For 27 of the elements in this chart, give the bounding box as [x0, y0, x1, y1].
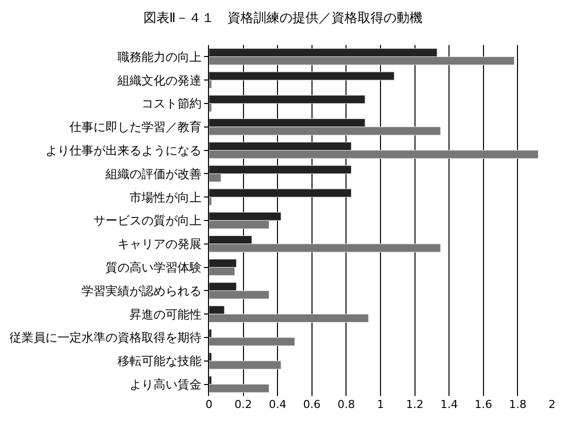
- y-tick-label: 昇進の可能性: [130, 307, 202, 322]
- y-tick-label: より仕事が出来るようになる: [46, 144, 202, 158]
- x-tick-label: 0.2: [234, 398, 252, 411]
- y-tick-label: 組織の評価が改善: [104, 166, 202, 181]
- x-tick-label: 1: [377, 398, 384, 411]
- x-tick-label: 0: [206, 398, 212, 411]
- y-tick-label: コスト節約: [142, 96, 202, 111]
- y-tick-label: キャリアの発展: [118, 237, 202, 252]
- x-tick-label: 0.6: [303, 398, 321, 411]
- x-tick-label: 0.4: [268, 398, 286, 411]
- x-tick-label: 0.8: [337, 398, 355, 411]
- x-tick-label: 2: [548, 398, 556, 411]
- x-tick-label: 1.8: [508, 398, 526, 411]
- y-tick-label: より高い賃金: [130, 378, 202, 392]
- y-tick-label: 市場性が向上: [130, 190, 202, 204]
- y-tick-label: 職務能力の向上: [118, 50, 202, 64]
- y-tick-label: 学習実績が認められる: [82, 284, 202, 298]
- x-tick-label: 1.2: [406, 398, 424, 411]
- y-tick-label: 質の高い学習体験: [106, 260, 202, 274]
- y-tick-label: サービスの質が向上: [94, 214, 202, 228]
- y-tick-label: 従業員に一定水準の資格取得を期待: [10, 330, 202, 345]
- x-tick-label: 1.4: [440, 398, 458, 411]
- x-tick-label: 1.6: [474, 398, 492, 411]
- y-tick-label: 仕事に即した学習／教育: [68, 120, 202, 134]
- y-tick-label: 組織文化の発達: [116, 73, 202, 88]
- chart-title: 図表Ⅱ－４１ 資格訓練の提供／資格取得の動機: [143, 10, 423, 26]
- y-tick-label: 移転可能な技能: [118, 354, 202, 368]
